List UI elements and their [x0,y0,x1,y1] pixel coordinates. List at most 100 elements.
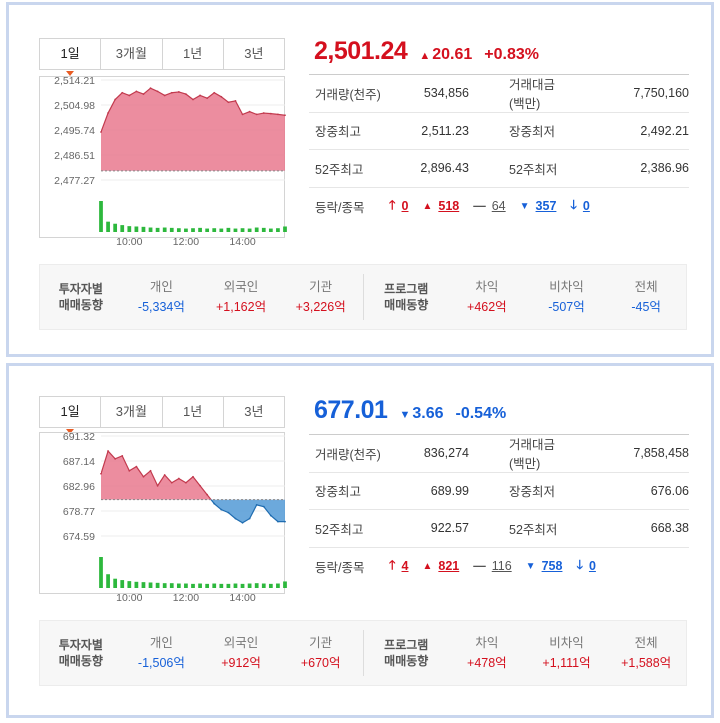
trading-flows: 투자자별 매매동향 개인 -1,506억 외국인 +912억 기관 +670억 프로그램… [39,620,687,686]
kosdaq-panel: 1일 3개월 1년 3년 691.32 687.14 682.96 678.77 674… [6,363,714,718]
x-tick-label: 14:00 [229,236,255,248]
stats-table: 거래량(천주) 534,856 거래대금(백만) 7,750,160 장중최고 … [309,74,689,225]
arrow-up-icon: 🡑 [389,557,396,572]
total-program-flow-value: +1,588억 [621,656,672,670]
volume-bar [191,228,195,232]
foreign-flow: 외국인 +1,162억 [201,277,281,317]
high-value: 2,511.23 [421,123,469,138]
flat-link[interactable]: 116 [491,559,512,574]
area-above-baseline [101,88,285,171]
price-point [262,112,265,114]
triangle-down-icon: ▼ [519,200,530,212]
upper-limit-link[interactable]: 4 [401,559,409,574]
trade-value-value: 7,858,458 [633,446,689,461]
price-point [156,484,159,487]
price-point [234,99,237,102]
flat-link[interactable]: 64 [491,199,506,214]
high52-label: 52주최고 [315,162,364,177]
upper-limit-link[interactable]: 0 [401,199,409,214]
lower-limit-link[interactable]: 0 [588,559,596,574]
volume-bar [233,583,238,588]
volume-bar [120,580,125,588]
volume-bar [99,201,103,232]
non-arbitrage-flow: 비차익 +1,111억 [527,633,607,673]
triangle-down-icon: ▼ [525,560,536,572]
tab-1y[interactable]: 1년 [161,397,223,427]
price-point [142,93,145,96]
rise-link[interactable]: 518 [438,199,460,214]
intraday-chart[interactable]: 2,514.21 2,504.98 2,495.74 2,486.51 2,477.27… [39,75,287,248]
area-below-baseline [101,499,285,523]
price-point [149,469,152,472]
price-point [213,91,216,94]
x-tick-label: 10:00 [116,592,142,604]
tab-3y[interactable]: 3년 [222,397,284,427]
high-label: 장중최고 [315,485,362,500]
volume-bar [198,227,202,232]
volume-bar [233,228,238,232]
volume-value: 534,856 [423,86,469,101]
fall-link[interactable]: 357 [535,199,557,214]
volume-bar [134,581,139,588]
tab-1d[interactable]: 1일 [40,39,100,76]
intraday-chart[interactable]: 691.32 687.14 682.96 678.77 674.59 10:00 12:00… [39,431,287,604]
lower-limit-link[interactable]: 0 [582,199,590,214]
y-tick-label: 2,495.74 [54,125,95,137]
price-point [199,484,201,487]
volume-bar [162,583,167,588]
stats-row-intraday: 장중최고 2,511.23 장중최저 2,492.21 [309,113,689,150]
price-point [177,477,180,480]
volume-bar [106,221,110,232]
flows-divider [362,630,364,676]
tab-1y[interactable]: 1년 [161,39,223,69]
price-point [262,505,265,508]
volume-bar [127,226,132,232]
stats-row-52w: 52주최고 2,896.43 52주최저 2,386.96 [309,150,689,188]
fall-link[interactable]: 758 [541,559,563,574]
low52-value: 668.38 [650,521,689,536]
trade-value-label: 거래대금(백만) [509,438,556,472]
price-point [149,87,152,90]
dash-icon: — [473,199,486,214]
flat-count: — 116 [473,559,511,573]
volume-bar [261,227,266,232]
rise-link[interactable]: 821 [438,559,460,574]
high52-value: 2,896.43 [420,161,469,176]
index-rate: -0.54% [455,405,507,422]
volume-bar [247,228,252,232]
tab-3m[interactable]: 3개월 [100,397,161,427]
volume-bar [247,583,252,588]
fall-count: ▼ 758 [526,559,563,573]
price-point [185,93,187,96]
stats-row-breadth: 등락/종목 🡑 0 ▲ 518 —64 ▼ 357 🡓 0 [309,188,689,226]
tab-1d[interactable]: 1일 [40,397,100,434]
arbitrage-flow-value: +478억 [467,656,507,670]
volume-bar [261,583,266,588]
y-tick-label: 687.14 [63,456,95,468]
volume-bar [134,226,139,232]
tab-3m[interactable]: 3개월 [100,39,161,69]
non-arbitrage-flow-value: -507억 [548,300,585,314]
volume-bar [127,581,132,588]
volume-bar [212,228,217,232]
volume-bar [120,225,125,232]
breadth-counts: 🡑 4 ▲ 821 —116 ▼ 758 🡓 0 [389,556,596,577]
price-point [142,475,145,478]
y-tick-label: 674.59 [63,531,95,543]
trade-value-value: 7,750,160 [633,86,689,101]
tab-3y[interactable]: 3년 [222,39,284,69]
price-point [163,474,166,476]
price-point [220,95,223,98]
low52-value: 2,386.96 [640,161,689,176]
volume-value: 836,274 [423,446,469,461]
volume-bar [205,228,210,232]
retail-flow-value: -1,506억 [137,656,185,670]
volume-bar [162,227,167,232]
volume-bar [176,583,181,588]
index-rate: +0.83% [484,46,539,63]
price-point [227,101,230,104]
stats-row-52w: 52주최고 922.57 52주최저 668.38 [309,510,689,548]
price-point [156,90,159,93]
intraday-chart-svg: 2,514.21 2,504.98 2,495.74 2,486.51 2,477.27… [39,75,287,248]
low-label: 장중최저 [509,125,556,140]
